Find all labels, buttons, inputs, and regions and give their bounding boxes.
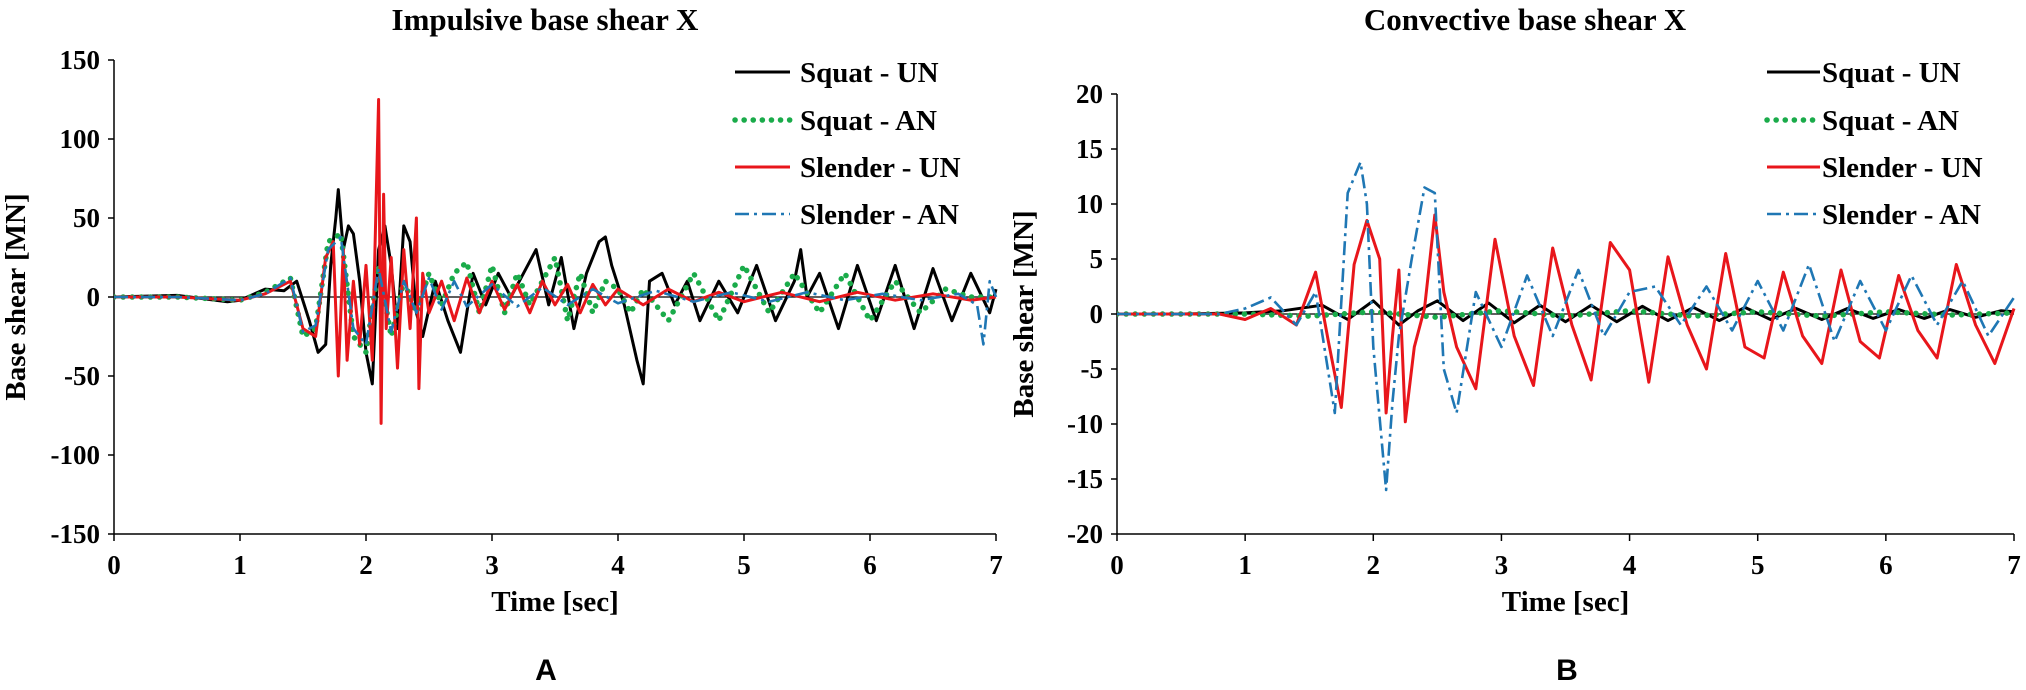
legend-label-0: Squat - UN xyxy=(800,57,939,89)
y-tick-label: 0 xyxy=(1090,299,1104,329)
x-tick-label: 6 xyxy=(1879,550,1893,580)
chart-panel-b: Convective base shear X-20-15-10-5051015… xyxy=(1008,2,2021,687)
y-tick-label: -100 xyxy=(51,440,101,470)
y-tick-label: 150 xyxy=(60,45,101,75)
y-tick-label: 0 xyxy=(87,282,101,312)
x-axis-label: Time [sec] xyxy=(491,586,619,618)
y-tick-label: -5 xyxy=(1081,354,1104,384)
y-tick-label: -20 xyxy=(1067,519,1103,549)
y-tick-label: -10 xyxy=(1067,409,1103,439)
x-tick-label: 1 xyxy=(233,550,247,580)
y-tick-label: 50 xyxy=(73,203,100,233)
series-line-3 xyxy=(1117,160,2016,492)
series-line-1 xyxy=(114,231,999,356)
x-axis-label: Time [sec] xyxy=(1502,586,1630,618)
y-tick-label: 100 xyxy=(60,124,101,154)
y-axis-label: Base shear [MN] xyxy=(1008,210,1040,417)
legend-label-0: Squat - UN xyxy=(1822,57,1961,89)
y-tick-label: -15 xyxy=(1067,464,1103,494)
y-tick-label: 5 xyxy=(1090,244,1104,274)
panel-label: A xyxy=(535,654,557,687)
series-line-3 xyxy=(114,235,998,346)
x-tick-label: 3 xyxy=(1495,550,1509,580)
chart-panel-a: Impulsive base shear X-150-100-500501001… xyxy=(0,2,1003,687)
chart-title: Impulsive base shear X xyxy=(392,2,699,37)
chart-title: Convective base shear X xyxy=(1364,2,1687,37)
x-tick-label: 0 xyxy=(107,550,121,580)
x-tick-label: 5 xyxy=(1751,550,1765,580)
legend-label-1: Squat - AN xyxy=(800,105,937,137)
x-tick-label: 4 xyxy=(1623,550,1637,580)
x-tick-label: 7 xyxy=(2007,550,2021,580)
y-tick-label: 20 xyxy=(1076,79,1103,109)
legend-label-2: Slender - UN xyxy=(800,152,961,184)
x-tick-label: 2 xyxy=(359,550,373,580)
x-tick-label: 5 xyxy=(737,550,751,580)
y-tick-label: -150 xyxy=(51,519,101,549)
legend-label-2: Slender - UN xyxy=(1822,152,1983,184)
legend-label-1: Squat - AN xyxy=(1822,105,1959,137)
y-axis-label: Base shear [MN] xyxy=(0,193,32,400)
x-tick-label: 6 xyxy=(863,550,877,580)
plot-area xyxy=(114,98,999,425)
x-tick-label: 4 xyxy=(611,550,625,580)
legend-label-3: Slender - AN xyxy=(1822,199,1981,231)
x-tick-label: 0 xyxy=(1110,550,1124,580)
series-line-2 xyxy=(1117,213,2016,424)
panel-label: B xyxy=(1556,654,1578,687)
y-tick-label: 10 xyxy=(1076,189,1103,219)
series-line-0 xyxy=(114,188,998,386)
x-tick-label: 1 xyxy=(1238,550,1252,580)
y-tick-label: 15 xyxy=(1076,134,1103,164)
y-tick-label: -50 xyxy=(64,361,100,391)
series-line-2 xyxy=(114,98,997,425)
x-tick-label: 3 xyxy=(485,550,499,580)
legend-label-3: Slender - AN xyxy=(800,199,959,231)
x-tick-label: 7 xyxy=(989,550,1003,580)
x-tick-label: 2 xyxy=(1367,550,1381,580)
plot-area xyxy=(1117,160,2017,492)
